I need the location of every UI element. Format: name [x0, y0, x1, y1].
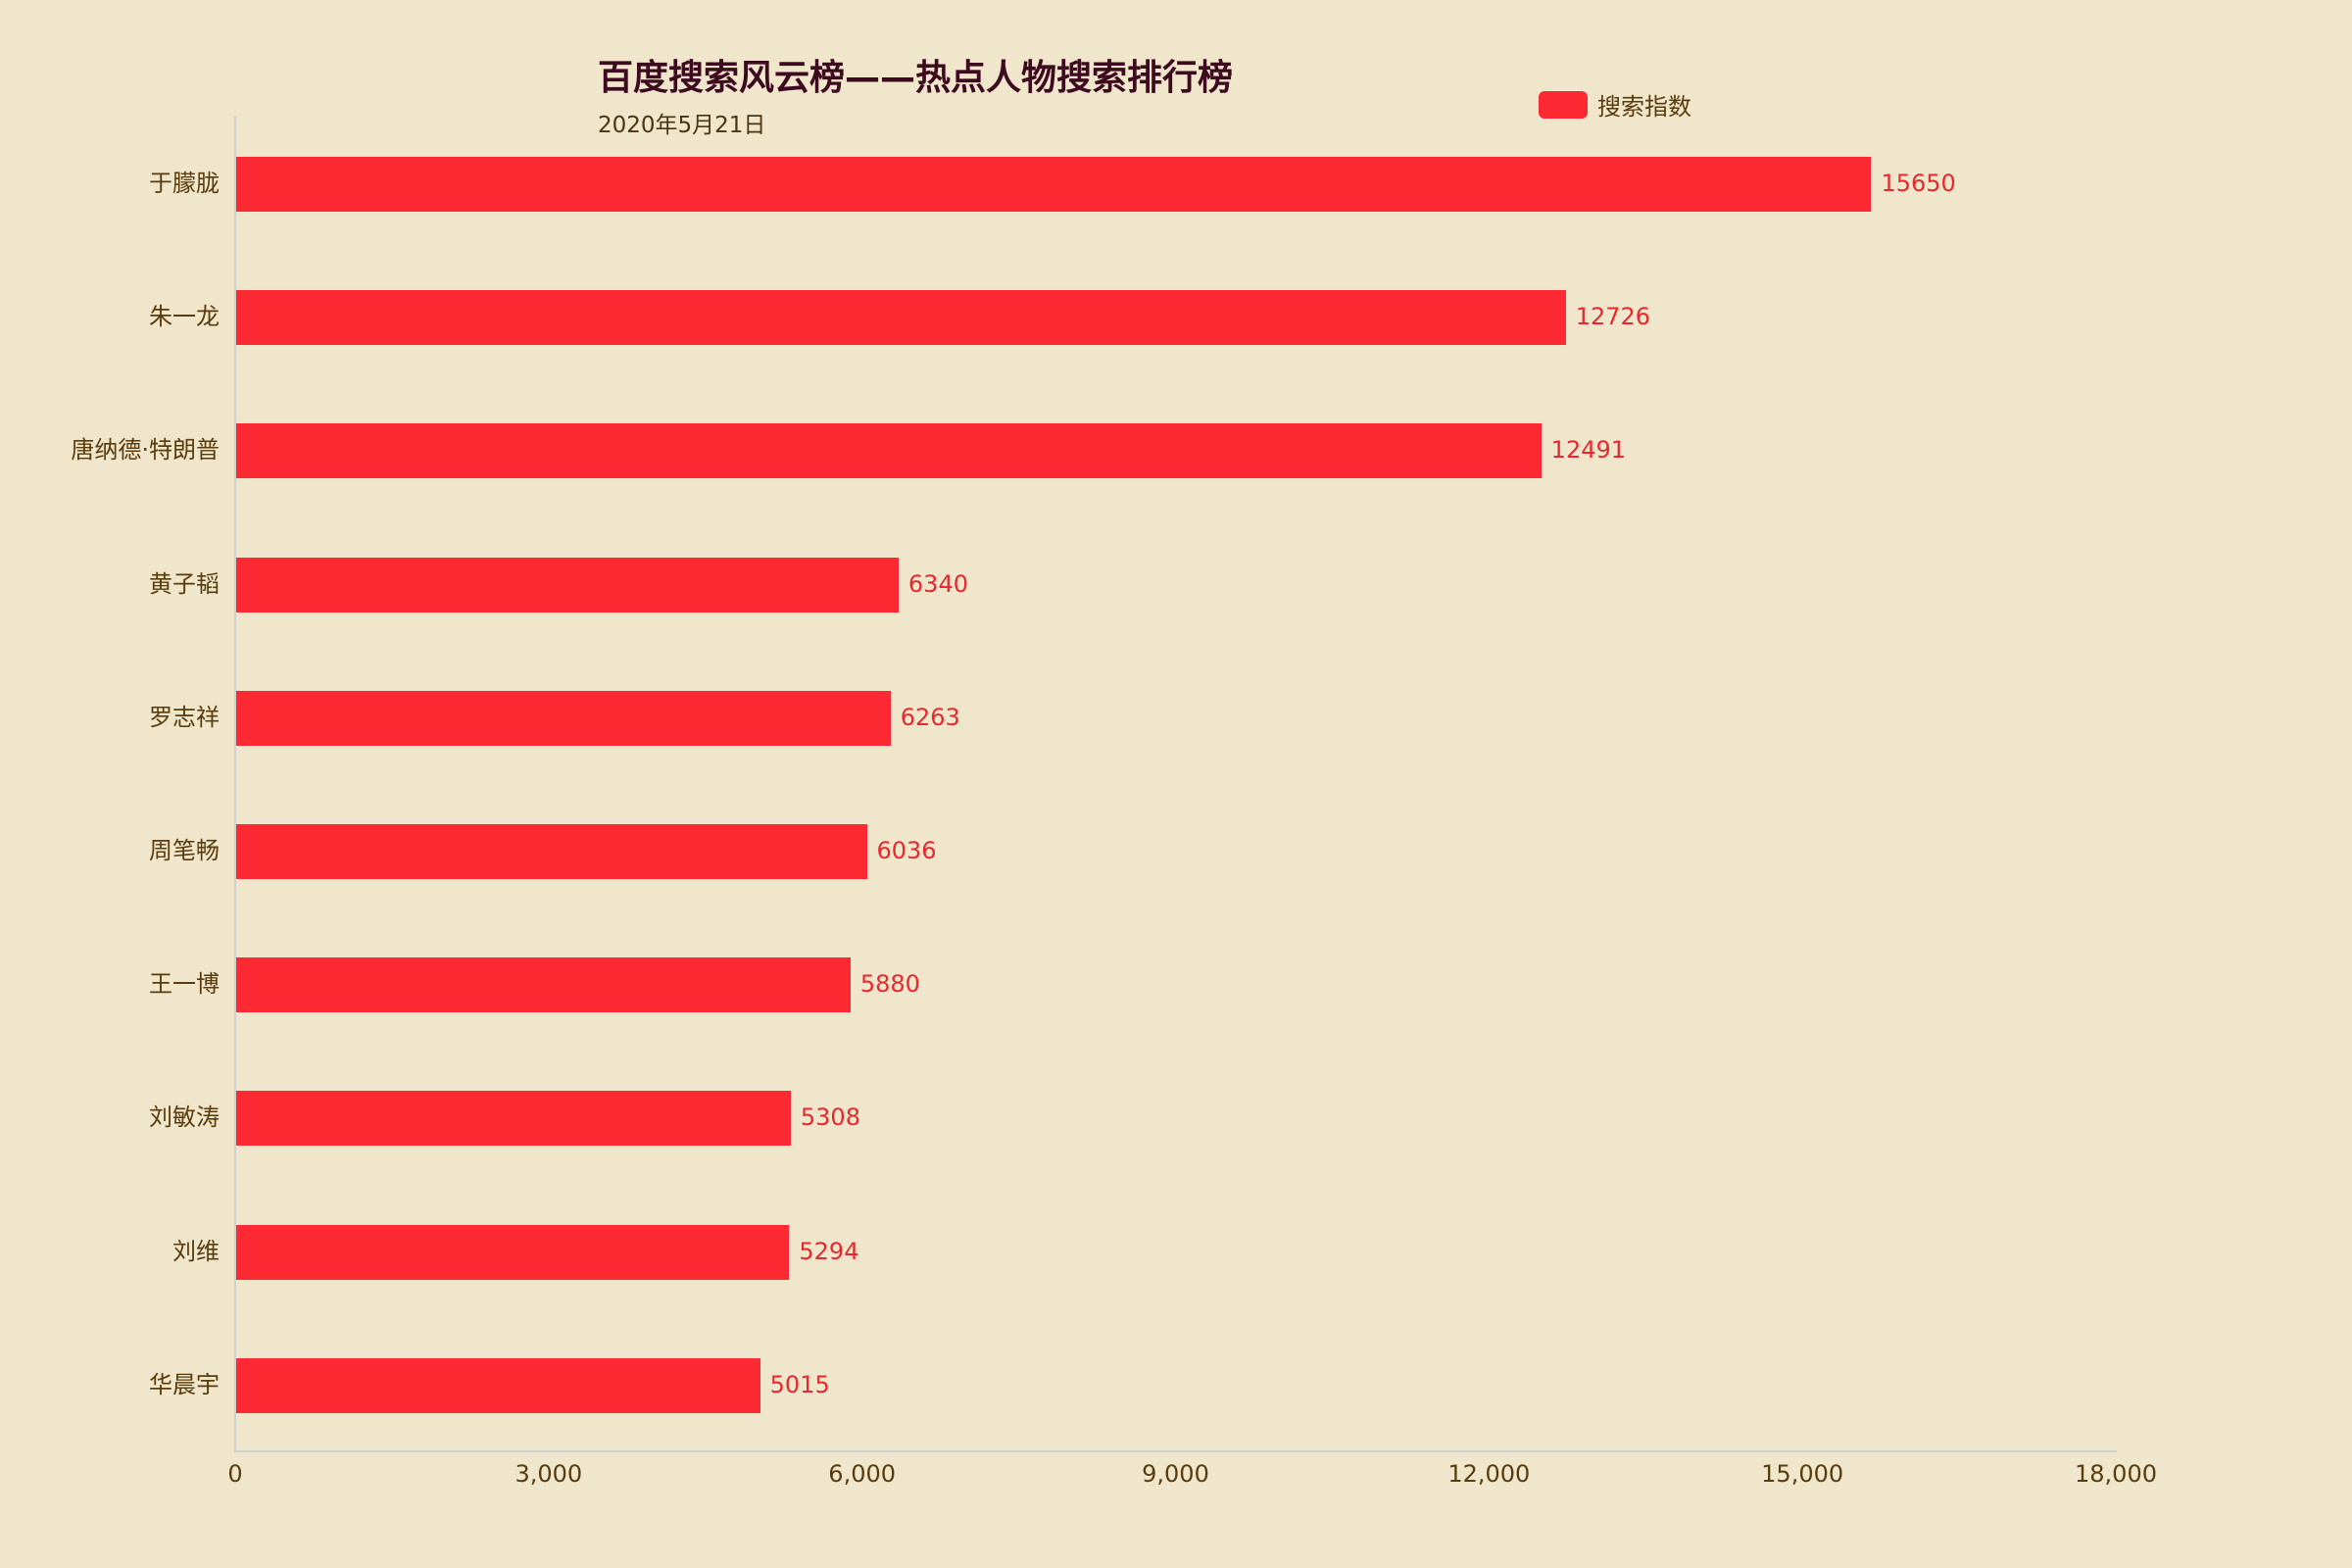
category-label: 唐纳德·特朗普	[71, 436, 220, 465]
bar[interactable]	[236, 1091, 791, 1147]
bar[interactable]	[236, 824, 867, 879]
bar[interactable]	[236, 557, 899, 612]
category-label: 刘维	[172, 1237, 220, 1265]
category-label: 周笔畅	[149, 837, 220, 864]
value-label: 12726	[1575, 303, 1651, 331]
legend-item[interactable]: 搜索指数	[1539, 87, 1691, 122]
bar[interactable]	[236, 157, 1872, 212]
bar-row: 罗志祥 6263	[0, 651, 2352, 784]
legend-label: 搜索指数	[1597, 93, 1691, 121]
value-label: 5880	[859, 970, 920, 999]
category-label: 刘敏涛	[149, 1103, 220, 1132]
bar[interactable]	[236, 290, 1566, 346]
legend-swatch-icon	[1539, 90, 1588, 119]
x-tick-label: 15,000	[1761, 1460, 1844, 1488]
bar[interactable]	[236, 690, 891, 746]
category-label: 于朦胧	[149, 170, 220, 197]
x-tick-label: 9,000	[1142, 1460, 1209, 1488]
bar-row: 黄子韬 6340	[0, 517, 2352, 651]
x-tick-label: 3,000	[514, 1460, 583, 1488]
bar[interactable]	[236, 1224, 790, 1280]
chart-subtitle: 2020年5月21日	[598, 113, 766, 138]
x-tick-label: 0	[227, 1460, 243, 1488]
value-label: 6263	[900, 703, 960, 731]
bar-row: 刘敏涛 5308	[0, 1051, 2352, 1184]
value-label: 6340	[907, 569, 968, 598]
bar-row: 朱一龙 12726	[0, 250, 2352, 383]
category-label: 朱一龙	[149, 303, 220, 331]
value-label: 5015	[769, 1370, 830, 1398]
y-axis-line	[234, 117, 236, 1451]
bar-row: 刘维 5294	[0, 1185, 2352, 1318]
category-label: 罗志祥	[149, 703, 220, 731]
chart-title: 百度搜索风云榜——热点人物搜索排行榜	[598, 58, 1234, 98]
bar-row: 于朦胧 15650	[0, 117, 2352, 250]
bar-row: 华晨宇 5015	[0, 1318, 2352, 1451]
x-axis-line	[234, 1450, 2117, 1452]
x-tick-label: 18,000	[2075, 1460, 2157, 1488]
bar-row: 周笔畅 6036	[0, 784, 2352, 917]
category-label: 黄子韬	[149, 569, 220, 598]
value-label: 12491	[1550, 436, 1627, 465]
bar[interactable]	[236, 957, 851, 1013]
bar-row: 王一博 5880	[0, 917, 2352, 1051]
bar-row: 唐纳德·特朗普 12491	[0, 383, 2352, 516]
value-label: 5294	[799, 1237, 859, 1265]
value-label: 5308	[800, 1103, 860, 1132]
value-label: 15650	[1881, 170, 1956, 197]
bar[interactable]	[236, 1357, 760, 1413]
value-label: 6036	[876, 837, 937, 864]
x-tick-label: 6,000	[828, 1460, 897, 1488]
category-label: 华晨宇	[149, 1370, 220, 1398]
x-tick-label: 12,000	[1447, 1460, 1531, 1488]
bar[interactable]	[236, 423, 1542, 479]
category-label: 王一博	[149, 970, 220, 999]
